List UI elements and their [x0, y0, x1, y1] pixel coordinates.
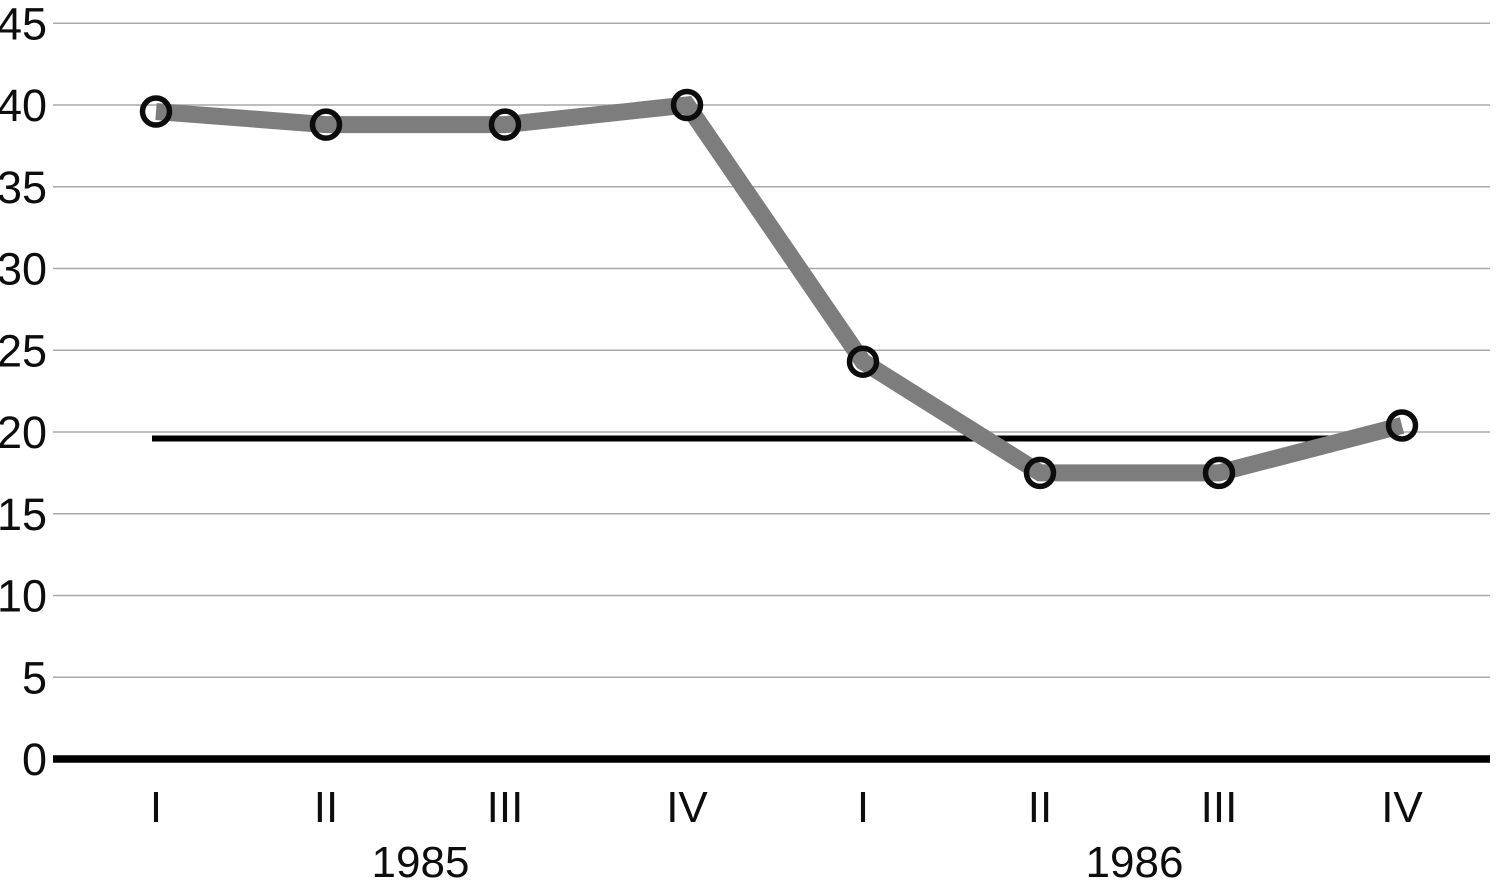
data-point-marker [1385, 409, 1419, 442]
y-tick-label: 30 [0, 244, 47, 295]
data-point-marker [309, 108, 343, 141]
data-point-marker [846, 345, 880, 378]
y-tick-label: 40 [0, 80, 47, 131]
y-tick-label: 45 [0, 0, 47, 49]
x-tick-label: IV [1381, 783, 1423, 832]
data-point-marker [1202, 456, 1236, 490]
x-tick-label: I [150, 783, 162, 832]
x-tick-label: IV [666, 783, 708, 832]
year-label: 1985 [372, 838, 470, 887]
gridlines-group [53, 22, 1490, 763]
y-tick-label: 25 [0, 325, 47, 376]
data-point-marker [1023, 456, 1057, 490]
x-tick-label: II [314, 783, 338, 832]
y-tick-label: 20 [0, 407, 47, 458]
data-point-marker [488, 108, 522, 141]
x-tick-label: II [1028, 783, 1052, 832]
y-tick-label: 35 [0, 162, 47, 213]
data-series-line [155, 96, 1405, 482]
y-tick-label: 15 [0, 489, 47, 540]
data-point-marker [139, 95, 173, 128]
data-series-group [139, 88, 1419, 490]
data-point-marker [670, 88, 704, 122]
y-tick-label: 0 [22, 734, 47, 785]
x-tick-label: III [1201, 783, 1238, 832]
y-tick-label: 10 [0, 571, 47, 622]
x-tick-label: III [487, 783, 524, 832]
y-tick-label: 5 [22, 652, 47, 703]
year-label: 1986 [1086, 838, 1184, 887]
x-tick-label: I [857, 783, 869, 832]
